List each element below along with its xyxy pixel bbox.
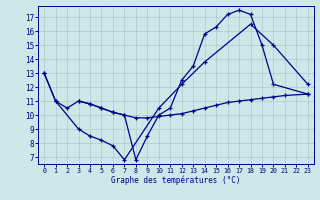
X-axis label: Graphe des températures (°C): Graphe des températures (°C) [111, 176, 241, 185]
